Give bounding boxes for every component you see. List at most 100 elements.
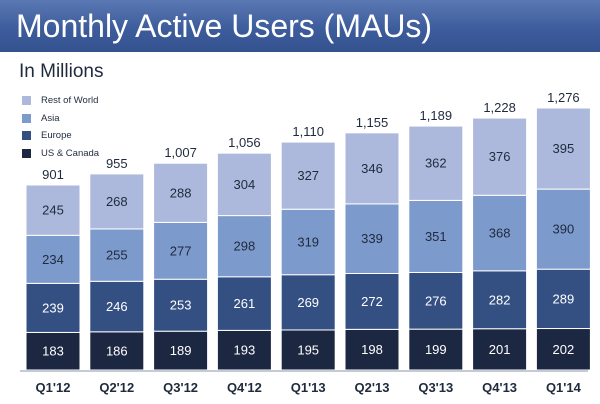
x-tick-label-q4-13: Q4'13 <box>482 380 517 395</box>
data-label-asia-q3-13: 351 <box>425 229 447 244</box>
data-label-rest-of-world-q1-12: 245 <box>42 203 64 218</box>
data-label-europe-q3-13: 276 <box>425 293 447 308</box>
data-label-us-canada-q1-13: 195 <box>297 342 319 357</box>
data-label-us-canada-q3-12: 189 <box>170 343 192 358</box>
bar-segment-rest-of-world-q1-12 <box>25 184 81 236</box>
legend-swatch-europe <box>22 131 31 141</box>
data-label-asia-q4-12: 298 <box>234 239 256 254</box>
legend-swatch-us-canada <box>22 148 31 158</box>
bar-segment-us-canada-q1-12 <box>25 331 81 371</box>
x-tick-label-q1-13: Q1'13 <box>291 380 326 395</box>
bar-segment-europe-q4-13 <box>472 270 528 330</box>
data-label-asia-q1-14: 390 <box>553 222 575 237</box>
data-label-asia-q4-13: 368 <box>489 226 511 241</box>
legend-item-europe: Europe <box>22 127 99 145</box>
total-label-q1-12: 901 <box>42 167 64 182</box>
bar-segment-us-canada-q3-13 <box>408 328 464 371</box>
data-label-us-canada-q2-13: 198 <box>361 342 383 357</box>
bar-segment-europe-q1-12 <box>25 282 81 333</box>
total-label-q2-12: 955 <box>106 156 128 171</box>
legend-swatch-rest-of-world <box>22 96 31 106</box>
legend-label-us-canada: US & Canada <box>41 147 100 159</box>
data-label-europe-q2-13: 272 <box>361 294 383 309</box>
x-tick-label-q1-12: Q1'12 <box>36 380 71 395</box>
bar-segment-rest-of-world-q3-13 <box>408 125 464 201</box>
legend-swatch-asia <box>22 113 31 123</box>
x-tick-label-q3-12: Q3'12 <box>163 380 198 395</box>
x-tick-label-q3-13: Q3'13 <box>418 380 453 395</box>
bar-segment-asia-q1-13 <box>280 208 336 276</box>
data-label-us-canada-q2-12: 186 <box>106 343 128 358</box>
total-label-q4-12: 1,056 <box>228 135 261 150</box>
data-label-us-canada-q4-12: 193 <box>234 343 256 358</box>
data-label-rest-of-world-q3-13: 362 <box>425 156 447 171</box>
data-label-asia-q1-13: 319 <box>297 234 319 249</box>
bar-segment-asia-q4-12 <box>216 215 272 278</box>
bar-segment-europe-q3-12 <box>153 278 209 332</box>
data-label-rest-of-world-q4-13: 376 <box>489 149 511 164</box>
chart-subtitle: In Millions <box>19 61 104 82</box>
data-label-europe-q4-13: 282 <box>489 292 511 307</box>
data-label-us-canada-q1-12: 183 <box>42 344 64 359</box>
legend-item-us-canada: US & Canada <box>22 145 99 163</box>
data-label-asia-q2-13: 339 <box>361 231 383 246</box>
data-label-rest-of-world-q2-12: 268 <box>106 194 128 209</box>
bar-segment-rest-of-world-q1-14 <box>535 107 591 190</box>
bar-segment-rest-of-world-q4-13 <box>472 117 528 196</box>
x-tick-label-q2-12: Q2'12 <box>99 380 134 395</box>
data-label-rest-of-world-q1-13: 327 <box>297 168 319 183</box>
bar-segment-europe-q1-14 <box>535 268 591 330</box>
x-tick-label-q1-14: Q1'14 <box>546 380 582 395</box>
data-label-europe-q1-13: 269 <box>297 295 319 310</box>
x-tick-label-q4-12: Q4'12 <box>227 380 262 395</box>
legend-label-asia: Asia <box>41 112 60 124</box>
total-label-q2-13: 1,155 <box>356 115 389 130</box>
bar-segment-rest-of-world-q3-12 <box>153 162 209 223</box>
legend-item-asia: Asia <box>22 110 99 128</box>
data-label-europe-q1-12: 239 <box>42 300 64 315</box>
bar-segment-asia-q4-13 <box>472 194 528 272</box>
legend-label-rest-of-world: Rest of World <box>41 95 99 107</box>
total-label-q1-14: 1,276 <box>547 90 580 105</box>
bar-segment-europe-q4-12 <box>216 276 272 331</box>
data-label-europe-q3-12: 253 <box>170 298 192 313</box>
bar-segment-rest-of-world-q4-12 <box>216 152 272 217</box>
bar-segment-rest-of-world-q1-13 <box>280 141 336 210</box>
x-tick-label-q2-13: Q2'13 <box>355 380 390 395</box>
data-label-asia-q2-12: 255 <box>106 248 128 263</box>
bar-segment-rest-of-world-q2-13 <box>344 132 400 205</box>
bar-segment-us-canada-q4-13 <box>472 328 528 371</box>
legend-item-rest-of-world: Rest of World <box>22 92 99 110</box>
data-label-us-canada-q3-13: 199 <box>425 342 447 357</box>
data-label-asia-q3-12: 277 <box>170 243 192 258</box>
data-label-europe-q2-12: 246 <box>106 299 128 314</box>
data-label-asia-q1-12: 234 <box>42 252 64 267</box>
data-label-rest-of-world-q2-13: 346 <box>361 161 383 176</box>
data-label-us-canada-q4-13: 201 <box>489 342 511 357</box>
total-label-q3-13: 1,189 <box>420 108 453 123</box>
bar-segment-rest-of-world-q2-12 <box>89 173 145 230</box>
legend-label-europe: Europe <box>41 130 72 142</box>
bar-segment-us-canada-q4-12 <box>216 329 272 371</box>
bar-segment-us-canada-q3-12 <box>153 330 209 371</box>
bar-segment-europe-q2-12 <box>89 280 145 333</box>
total-label-q3-12: 1,007 <box>164 145 197 160</box>
data-label-europe-q1-14: 289 <box>553 291 575 306</box>
chart-legend: Rest of World Asia Europe US & Canada <box>22 92 99 162</box>
data-label-us-canada-q1-14: 202 <box>553 342 575 357</box>
total-label-q1-13: 1,110 <box>292 124 324 139</box>
page-title: Monthly Active Users (MAUs) <box>16 8 433 44</box>
total-label-q4-13: 1,228 <box>483 100 516 115</box>
bar-segment-us-canada-q2-13 <box>344 328 400 371</box>
data-label-europe-q4-12: 261 <box>234 296 256 311</box>
data-label-rest-of-world-q4-12: 304 <box>234 177 256 192</box>
data-label-rest-of-world-q1-14: 395 <box>553 141 575 156</box>
bar-segment-asia-q2-12 <box>89 228 145 282</box>
title-banner: Monthly Active Users (MAUs) <box>0 0 600 52</box>
bar-segment-europe-q1-13 <box>280 274 336 331</box>
bar-segment-us-canada-q2-12 <box>89 331 145 371</box>
data-label-rest-of-world-q3-12: 288 <box>170 185 192 200</box>
bar-segment-asia-q3-13 <box>408 199 464 273</box>
bar-segment-us-canada-q1-14 <box>535 328 591 371</box>
